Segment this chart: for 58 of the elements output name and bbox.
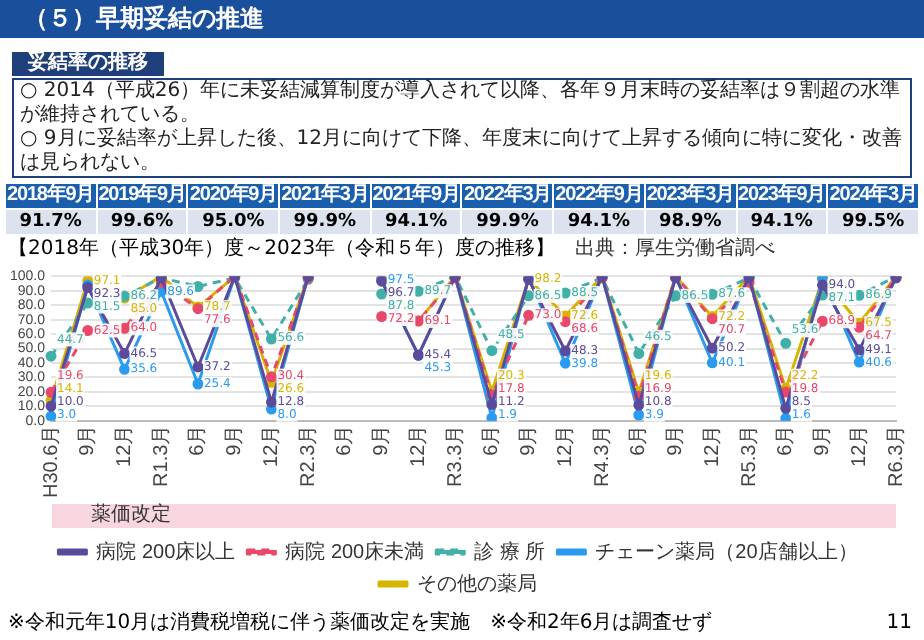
x-tick-label: H30.6月 (40, 424, 63, 499)
x-tick-label: 9月 (224, 424, 247, 456)
chart-title: 【2018年（平成30年）度～2023年（令和５年）度の推移】 (8, 238, 556, 260)
text: ○ 9月に妥結率が上昇した後、12月に向けて下降、年度末に向けて上昇する傾向に特に変化・改善は見られない。 (20, 128, 904, 176)
category-label: 2022年9月 (553, 183, 645, 209)
category-label: 2023年3月 (644, 183, 736, 209)
x-tick-label: 9月 (518, 424, 541, 456)
revision-strip: 薬価改定 (51, 504, 896, 528)
legend-label: その他の薬局 (417, 571, 537, 596)
category-label: 2020年9月 (187, 183, 280, 209)
text: 91.7% (19, 212, 82, 232)
text: ○ 2014（平成26）年に未妥結減算制度が導入されて以降、各年９月末時の妥結率は９割超の水準が維持されている。 (20, 80, 903, 127)
x-tick-label: R3.3月 (444, 424, 467, 487)
text: 94.1% (750, 212, 813, 232)
x-tick-label: 6月 (481, 424, 504, 456)
x-tick-label: 9月 (77, 424, 100, 456)
text: 妥結率の推移 (12, 52, 164, 76)
text: 11 (886, 612, 912, 636)
text: 95.0% (202, 212, 265, 232)
category-label: 2024年3月 (827, 183, 919, 209)
category-label: 2022年3月 (461, 183, 554, 209)
x-tick-label: 9月 (665, 424, 688, 456)
x-tick-label: 6月 (187, 424, 210, 456)
x-tick-label: 12月 (554, 424, 577, 467)
category-label: 2018年9月 (5, 183, 97, 209)
text: 98.9% (659, 212, 722, 232)
text: （５）早期妥結の推進 (0, 0, 924, 38)
text: 99.5% (841, 212, 905, 232)
x-tick-label: R6.3月 (885, 424, 908, 487)
category-label: 2021年3月 (279, 183, 371, 209)
x-tick-label: 9月 (812, 424, 835, 456)
x-tick-label: 12月 (848, 424, 871, 467)
text: 99.9% (476, 212, 539, 232)
text: 94.1% (384, 212, 448, 232)
text: ※令和元年10月は消費税増税に伴う薬価改定を実施 ※令和2年6月は調査せず (8, 612, 713, 634)
legend-label: 診 療 所 (474, 539, 546, 564)
legend-label: 病院 200床以上 (96, 539, 236, 564)
source-note: 出典：厚生労働省調べ (575, 238, 776, 260)
x-tick-label: R2.3月 (297, 424, 320, 487)
x-tick-label: 12月 (260, 424, 283, 467)
x-tick-label: 6月 (775, 424, 798, 456)
text: 99.6% (110, 212, 174, 232)
category-label: 2023年9月 (736, 183, 828, 209)
x-tick-label: 6月 (628, 424, 651, 456)
x-tick-label: 12月 (114, 424, 137, 467)
x-tick-label: 9月 (371, 424, 394, 456)
x-tick-label: 12月 (701, 424, 724, 467)
x-tick-label: R5.3月 (738, 424, 761, 487)
text: 99.9% (293, 212, 357, 232)
text: 94.1% (567, 212, 631, 232)
legend-label: チェーン薬局（20店舗以上） (595, 539, 858, 564)
x-tick-label: 12月 (407, 424, 430, 467)
x-tick-label: R4.3月 (591, 424, 614, 487)
legend-label: 病院 200床未満 (285, 539, 425, 564)
x-tick-label: 6月 (334, 424, 357, 456)
category-label: 2021年9月 (370, 183, 462, 209)
x-tick-label: R1.3月 (150, 424, 173, 487)
category-label: 2019年9月 (96, 183, 188, 209)
